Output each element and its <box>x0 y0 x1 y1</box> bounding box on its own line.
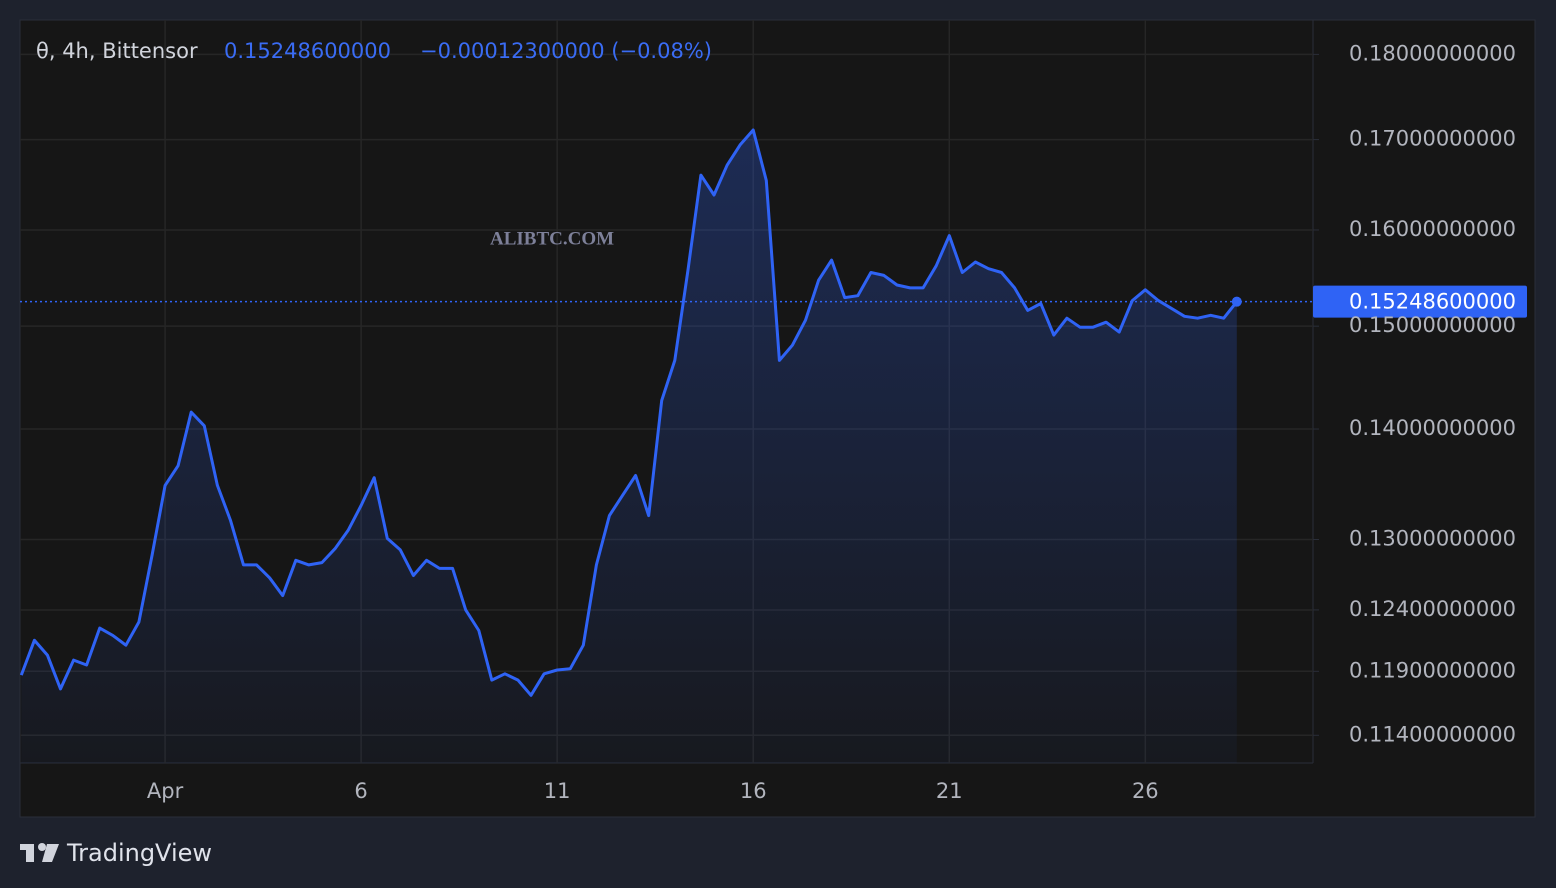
x-tick-label: 6 <box>354 779 367 803</box>
price-change: −0.00012300000 (−0.08%) <box>420 39 712 63</box>
y-tick-label: 0.11400000000 <box>1349 722 1516 746</box>
y-tick-label: 0.11900000000 <box>1349 658 1516 682</box>
x-tick-label: 16 <box>740 779 767 803</box>
x-tick-label: 11 <box>544 779 571 803</box>
y-tick-label: 0.18000000000 <box>1349 41 1516 65</box>
y-tick-label: 0.13000000000 <box>1349 526 1516 550</box>
brand-name: TradingView <box>66 839 212 867</box>
x-tick-label: Apr <box>147 779 184 803</box>
y-tick-label: 0.15000000000 <box>1349 313 1516 337</box>
area-fill <box>21 130 1237 763</box>
chart-title: θ, 4h, Bittensor <box>36 39 198 63</box>
price-line <box>19 128 1238 697</box>
y-tick-label: 0.12400000000 <box>1349 597 1516 621</box>
last-price: 0.15248600000 <box>224 39 391 63</box>
y-tick-label: 0.16000000000 <box>1349 217 1516 241</box>
last-price-badge <box>1313 285 1527 318</box>
brand-logo <box>20 843 59 862</box>
last-price-badge-label: 0.15248600000 <box>1349 290 1516 314</box>
y-tick-label: 0.14000000000 <box>1349 416 1516 440</box>
watermark: ALIBTC.COM <box>490 228 614 249</box>
x-tick-label: 26 <box>1132 779 1159 803</box>
last-point <box>1231 296 1242 307</box>
y-tick-label: 0.17000000000 <box>1349 127 1516 151</box>
x-tick-label: 21 <box>936 779 963 803</box>
